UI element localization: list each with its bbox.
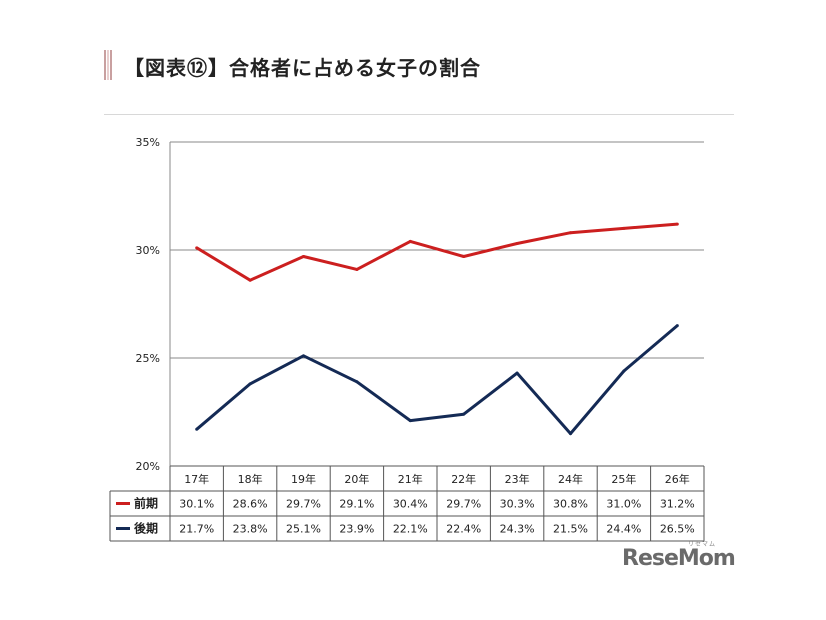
data-label: 24.3% <box>500 523 535 536</box>
data-label: 25.1% <box>286 523 321 536</box>
title-accent-bar <box>104 50 112 80</box>
legend-label: 前期 <box>134 496 158 511</box>
x-tick-label: 20年 <box>344 472 369 486</box>
data-point <box>462 254 466 258</box>
data-label: 30.1% <box>179 498 214 511</box>
data-point <box>462 412 466 416</box>
data-point <box>195 427 199 431</box>
data-point <box>408 419 412 423</box>
data-point <box>515 242 519 246</box>
data-label: 29.7% <box>286 498 321 511</box>
data-label: 23.9% <box>339 523 374 536</box>
series-lines <box>195 222 679 436</box>
title-divider <box>104 114 734 115</box>
data-label: 28.6% <box>233 498 268 511</box>
y-tick-label: 35% <box>136 136 160 149</box>
data-point <box>355 380 359 384</box>
data-label: 22.4% <box>446 523 481 536</box>
data-label: 23.8% <box>233 523 268 536</box>
data-label: 21.7% <box>179 523 214 536</box>
data-point <box>195 246 199 250</box>
data-point <box>408 239 412 243</box>
data-label: 31.0% <box>606 498 641 511</box>
resemom-logo: ReseMom <box>622 546 736 571</box>
data-point <box>569 432 572 436</box>
x-tick-label: 26年 <box>665 472 690 486</box>
x-tick-label: 17年 <box>184 472 209 486</box>
series-line-1 <box>195 222 678 282</box>
data-label: 30.4% <box>393 498 428 511</box>
data-label: 29.1% <box>339 498 374 511</box>
data-point <box>569 231 572 235</box>
data-point <box>622 369 626 373</box>
data-point <box>622 226 626 230</box>
resemom-logo-sub: リセマム <box>688 541 717 548</box>
data-label: 26.5% <box>660 523 695 536</box>
data-label: 29.7% <box>446 498 481 511</box>
data-label: 31.2% <box>660 498 695 511</box>
data-label: 21.5% <box>553 523 588 536</box>
y-tick-label: 30% <box>136 244 160 257</box>
page-title: 【図表⑫】合格者に占める女子の割合 <box>124 56 481 80</box>
data-label: 30.3% <box>500 498 535 511</box>
x-tick-label: 21年 <box>398 472 423 486</box>
y-tick-label: 25% <box>136 352 160 365</box>
series-line-2 <box>195 324 679 436</box>
data-point <box>675 222 679 226</box>
x-tick-label: 22年 <box>451 472 476 486</box>
legend-label: 後期 <box>134 521 158 536</box>
data-point <box>355 267 359 271</box>
data-point <box>302 354 305 358</box>
data-point <box>302 254 305 258</box>
x-tick-label: 25年 <box>611 472 636 486</box>
y-axis-ticks: 20% 25% 30% 35% <box>136 136 160 473</box>
y-tick-label: 20% <box>136 460 160 473</box>
data-label: 22.1% <box>393 523 428 536</box>
x-tick-label: 23年 <box>505 472 530 486</box>
data-label: 30.8% <box>553 498 588 511</box>
data-point <box>248 278 252 282</box>
x-tick-label: 19年 <box>291 472 316 486</box>
data-point <box>675 324 679 328</box>
x-tick-label: 24年 <box>558 472 583 486</box>
x-tick-label: 18年 <box>238 472 263 486</box>
data-point <box>515 371 519 375</box>
data-point <box>248 382 252 386</box>
data-label: 24.4% <box>606 523 641 536</box>
